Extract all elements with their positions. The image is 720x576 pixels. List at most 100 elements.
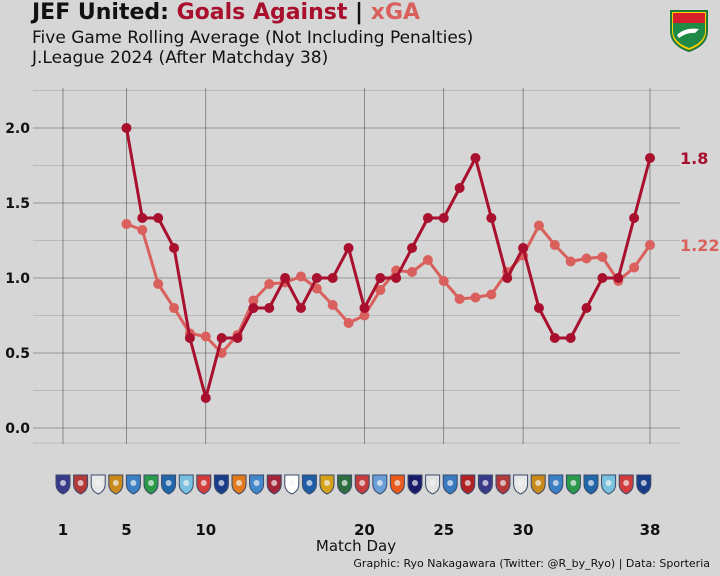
opponent-club-crest-icon [359, 480, 366, 486]
data-point-goals-against [311, 273, 322, 283]
data-point-goals-against [153, 213, 164, 223]
data-point-goals-against [169, 243, 180, 253]
data-point-xga [327, 300, 338, 310]
data-point-goals-against [375, 273, 386, 283]
opponent-club-crest-icon [605, 480, 612, 486]
data-point-goals-against [343, 243, 354, 253]
opponent-club-crest-icon [517, 480, 524, 486]
opponent-club-crest-icon [306, 480, 313, 486]
data-point-goals-against [470, 153, 481, 163]
y-tick-label: 1.5 [5, 196, 30, 212]
title-xga: xGA [370, 0, 421, 25]
data-point-xga [200, 331, 211, 342]
data-point-goals-against [613, 273, 624, 283]
data-point-goals-against [295, 303, 306, 313]
data-point-goals-against [518, 243, 529, 253]
opponent-club-crest-icon [60, 480, 66, 486]
data-point-goals-against [502, 273, 513, 283]
opponent-club-crest-icon [271, 480, 278, 486]
data-point-goals-against [327, 273, 338, 283]
opponent-club-crest-icon [640, 480, 647, 486]
jef-united-crest-icon [670, 10, 708, 53]
data-point-xga [581, 253, 592, 264]
opponent-club-crest-icon [130, 480, 137, 486]
opponent-club-crest-icon [429, 480, 436, 486]
data-point-goals-against [200, 393, 211, 403]
opponent-club-crest-icon [165, 480, 172, 486]
data-point-goals-against [407, 243, 418, 253]
data-point-goals-against [232, 333, 243, 343]
data-point-goals-against [248, 303, 259, 313]
data-point-xga [565, 256, 576, 267]
x-tick-label: 25 [433, 521, 454, 539]
data-point-xga [470, 292, 481, 303]
data-point-xga [438, 276, 449, 286]
opponent-club-crest-icon [500, 480, 506, 486]
opponent-club-crest-icon [464, 480, 471, 486]
y-tick-label: 1.0 [5, 271, 30, 287]
data-point-xga [422, 255, 433, 265]
opponent-club-crest-icon [77, 480, 84, 486]
opponent-club-crest-icon [535, 480, 542, 486]
opponent-club-crest-icon [482, 480, 489, 486]
data-point-xga [645, 240, 655, 250]
data-point-goals-against [645, 153, 655, 163]
data-point-xga [454, 294, 465, 304]
data-point-xga [407, 267, 418, 277]
x-tick-label: 38 [640, 521, 661, 539]
y-tick-label: 0.0 [5, 421, 30, 437]
opponent-club-crest-icon [218, 480, 225, 486]
data-point-goals-against [121, 123, 132, 133]
data-point-xga [533, 220, 544, 231]
data-point-xga [486, 289, 497, 300]
x-tick-label: 1 [58, 521, 68, 539]
data-point-xga [311, 283, 322, 294]
data-point-goals-against [486, 213, 497, 223]
data-point-xga [121, 219, 132, 229]
data-point-goals-against [597, 273, 608, 283]
title-goals-against: Goals Against [176, 0, 348, 25]
data-point-goals-against [422, 213, 433, 223]
data-point-xga [597, 252, 608, 262]
data-point-goals-against [454, 183, 465, 193]
data-point-xga [549, 240, 560, 250]
data-point-xga [629, 262, 640, 273]
opponent-club-crest-icon [570, 480, 577, 486]
data-point-goals-against [280, 273, 291, 283]
data-point-xga [137, 225, 148, 235]
opponent-club-crest-icon [236, 480, 242, 486]
data-point-goals-against [629, 213, 640, 223]
data-point-goals-against [264, 303, 275, 313]
data-point-xga [375, 285, 386, 295]
data-point-goals-against [533, 303, 544, 313]
x-tick-label: 20 [354, 521, 375, 539]
opponent-club-crest-icon [341, 480, 348, 486]
chart-subtitle-1: Five Game Rolling Average (Not Including… [32, 28, 474, 48]
opponent-club-crest-icon [148, 480, 154, 486]
opponent-club-crest-icon [623, 480, 630, 486]
data-point-goals-against [216, 333, 227, 343]
data-point-xga [343, 318, 354, 328]
data-point-goals-against [549, 333, 560, 343]
data-point-goals-against [438, 213, 449, 223]
data-point-goals-against [184, 333, 195, 343]
data-point-xga [264, 279, 275, 289]
x-tick-label: 30 [513, 521, 534, 539]
end-label-goals-against: 1.8 [680, 149, 708, 168]
data-point-goals-against [137, 213, 148, 223]
opponent-club-crest-icon [112, 480, 119, 486]
opponent-club-crest-icon [394, 480, 401, 486]
data-point-goals-against [581, 303, 592, 313]
opponent-club-crest-icon [95, 480, 102, 486]
y-tick-label: 2.0 [5, 121, 30, 137]
opponent-club-crest-icon [288, 480, 295, 486]
y-tick-label: 0.5 [5, 346, 30, 362]
data-point-xga [359, 310, 370, 321]
data-point-xga [153, 279, 164, 289]
x-tick-label: 5 [121, 521, 131, 539]
opponent-club-crest-icon [376, 480, 383, 486]
data-point-goals-against [359, 303, 370, 313]
series-line-xga [125, 222, 652, 355]
title-team: JEF United: [32, 0, 169, 25]
